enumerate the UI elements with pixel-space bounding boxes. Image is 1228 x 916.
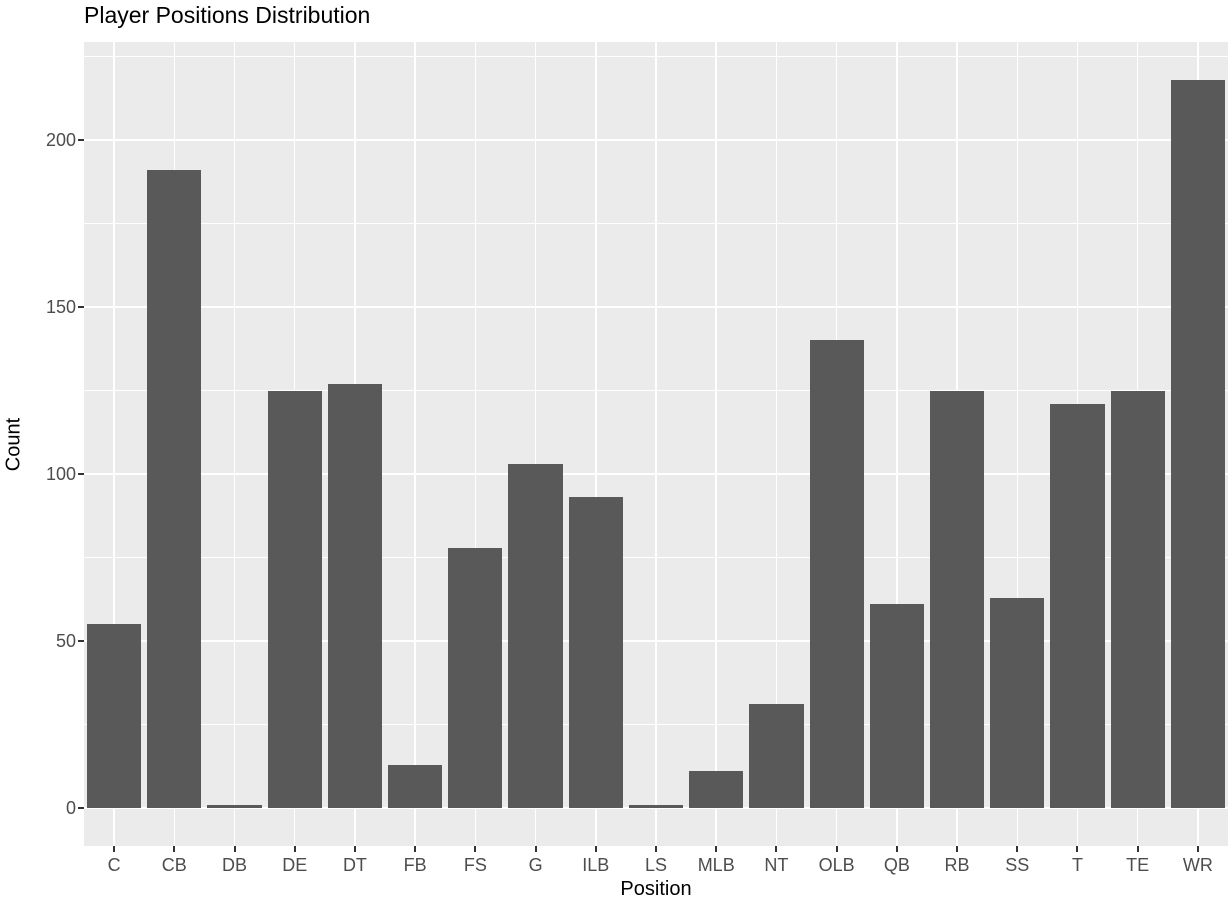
x-tick-mark [474, 846, 477, 852]
x-tick-label: CB [161, 855, 187, 875]
x-tick-mark [775, 846, 778, 852]
bar [628, 804, 684, 808]
x-tick-mark [353, 846, 356, 852]
chart-title: Player Positions Distribution [84, 2, 371, 28]
x-tick-label: C [107, 855, 121, 875]
x-tick-label: FS [463, 855, 487, 875]
major-gridline [715, 42, 717, 846]
major-gridline [595, 42, 597, 846]
x-tick-mark [293, 846, 296, 852]
y-tick-label: 150 [45, 297, 76, 318]
x-tick-mark [835, 846, 838, 852]
bar [207, 804, 262, 808]
y-tick-mark [78, 639, 84, 642]
x-tick-label: T [1071, 855, 1083, 875]
bar [869, 604, 924, 808]
major-gridline [896, 42, 898, 846]
x-tick-mark [655, 846, 657, 852]
x-tick-label: DB [222, 855, 248, 875]
bar [508, 464, 563, 808]
x-tick-label: NT [764, 855, 789, 875]
x-tick-mark [173, 846, 176, 852]
major-gridline [655, 42, 657, 846]
bar [990, 597, 1045, 808]
x-tick-mark [594, 846, 597, 852]
x-tick-label: G [528, 855, 543, 875]
bar [267, 390, 322, 808]
x-tick-label: OLB [818, 855, 855, 875]
x-tick-mark [414, 846, 417, 852]
major-gridline [534, 42, 537, 846]
x-tick-label: QB [883, 855, 910, 875]
x-tick-mark [1196, 846, 1199, 852]
bar [147, 170, 202, 808]
bar [448, 547, 503, 808]
x-tick-label: MLB [697, 855, 735, 875]
x-tick-label: LS [644, 855, 668, 875]
x-tick-mark [233, 846, 236, 852]
major-gridline [233, 42, 236, 846]
x-tick-label: WR [1182, 855, 1213, 875]
x-tick-mark [1076, 846, 1079, 852]
y-tick-label: 200 [45, 130, 76, 151]
bar [1110, 390, 1165, 808]
x-tick-mark [113, 846, 116, 852]
major-gridline [474, 42, 477, 846]
bar [809, 340, 864, 808]
x-tick-label: DT [342, 855, 367, 875]
bar [388, 764, 443, 808]
major-gridline [1016, 42, 1018, 846]
y-tick-mark [78, 306, 84, 309]
bar [749, 704, 804, 808]
y-axis-title: Count [2, 417, 25, 472]
x-tick-label: SS [1005, 855, 1030, 875]
x-tick-label: TE [1126, 855, 1150, 875]
x-tick-mark [1136, 846, 1139, 852]
x-tick-mark [895, 846, 898, 852]
x-tick-label: RB [944, 855, 970, 875]
x-tick-mark [1016, 846, 1019, 852]
x-tick-label: DE [282, 855, 308, 875]
major-gridline [775, 42, 778, 846]
x-tick-label: FB [403, 855, 427, 875]
bar [1170, 80, 1225, 808]
plot-panel [84, 42, 1228, 846]
major-gridline [113, 42, 115, 846]
x-tick-label: ILB [582, 855, 610, 875]
y-tick-label: 50 [55, 630, 76, 651]
bar [1050, 403, 1105, 808]
bar [87, 624, 142, 808]
y-tick-label: 0 [65, 797, 76, 818]
bar [568, 497, 623, 808]
bar [689, 771, 744, 808]
x-tick-mark [956, 846, 959, 852]
y-tick-mark [78, 139, 84, 142]
bar [327, 383, 383, 808]
x-axis-title: Position [620, 878, 692, 900]
y-tick-label: 100 [45, 464, 76, 485]
y-tick-mark [78, 473, 84, 476]
x-tick-mark [534, 846, 537, 852]
major-gridline [414, 42, 416, 846]
y-tick-mark [78, 806, 84, 809]
x-tick-mark [715, 846, 718, 852]
bar [929, 390, 985, 808]
